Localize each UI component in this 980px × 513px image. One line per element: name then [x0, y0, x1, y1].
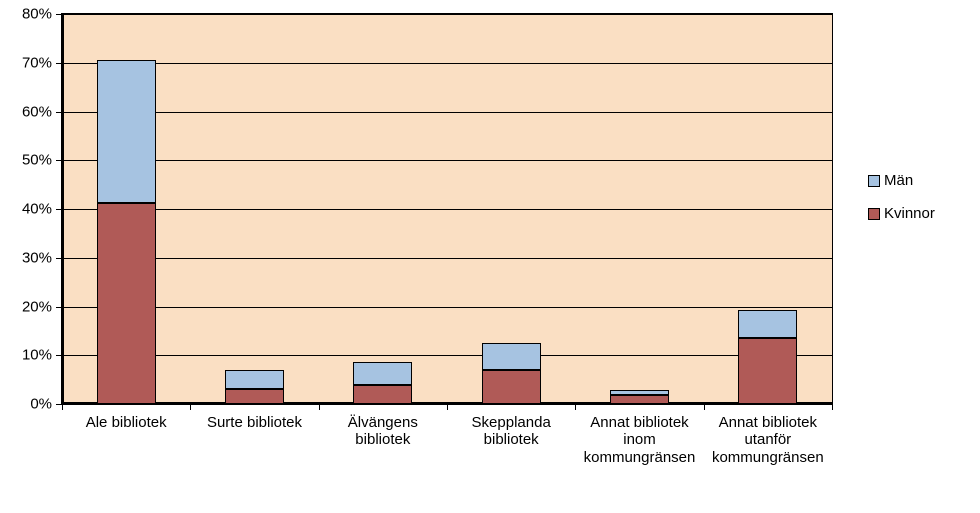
bar-segment [225, 389, 284, 404]
y-tick-mark [56, 307, 62, 308]
bar-group [225, 14, 284, 404]
bar-group [482, 14, 541, 404]
bar-segment [353, 385, 412, 404]
x-tick-label: Skepplanda bibliotek [447, 414, 575, 449]
legend-item: Män [868, 172, 935, 189]
bar-segment [225, 370, 284, 390]
y-tick-label: 30% [0, 249, 52, 266]
x-tick-mark [190, 404, 191, 410]
bar-segment [482, 370, 541, 404]
x-tick-label: Älvängens bibliotek [319, 414, 447, 449]
y-tick-label: 50% [0, 152, 52, 169]
y-tick-mark [56, 63, 62, 64]
y-tick-mark [56, 160, 62, 161]
legend-label: Kvinnor [884, 205, 935, 222]
y-tick-mark [56, 112, 62, 113]
gridline [62, 307, 832, 308]
x-tick-mark [319, 404, 320, 410]
bar-group [353, 14, 412, 404]
x-tick-mark [832, 404, 833, 410]
x-tick-mark [447, 404, 448, 410]
x-tick-mark [62, 404, 63, 410]
y-tick-label: 40% [0, 201, 52, 218]
chart-container: 0% 10% 20% 30% 40% 50% 60% 70% 80% Ale bibliotek… [0, 0, 980, 513]
gridline [62, 14, 832, 15]
bar-group [97, 14, 156, 404]
x-tick-label: Ale bibliotek [62, 414, 190, 431]
bar-segment [353, 362, 412, 385]
y-axis [62, 14, 64, 404]
legend-label: Män [884, 172, 913, 189]
y-tick-label: 60% [0, 103, 52, 120]
plot-area [62, 14, 832, 404]
bar-segment [97, 203, 156, 404]
bar-segment [97, 60, 156, 203]
bar-segment [610, 390, 669, 395]
y-tick-label: 20% [0, 298, 52, 315]
gridline [62, 355, 832, 356]
x-tick-label: Surte bibliotek [190, 414, 318, 431]
gridline [62, 63, 832, 64]
gridline [62, 160, 832, 161]
x-tick-mark [575, 404, 576, 410]
bar-segment [610, 395, 669, 404]
y-tick-mark [56, 14, 62, 15]
legend: Män Kvinnor [868, 172, 935, 238]
y-tick-mark [56, 209, 62, 210]
bar-segment [738, 310, 797, 338]
y-tick-label: 10% [0, 347, 52, 364]
y-tick-label: 70% [0, 54, 52, 71]
legend-swatch [868, 208, 880, 220]
legend-swatch [868, 175, 880, 187]
y-tick-mark [56, 355, 62, 356]
bar-group [738, 14, 797, 404]
y-tick-label: 80% [0, 6, 52, 23]
legend-item: Kvinnor [868, 205, 935, 222]
bar-segment [738, 338, 797, 404]
bar-group [610, 14, 669, 404]
x-tick-mark [704, 404, 705, 410]
gridline [62, 209, 832, 210]
bar-segment [482, 343, 541, 370]
x-tick-label: Annat bibliotek inom kommungränsen [575, 414, 703, 466]
y-tick-mark [56, 258, 62, 259]
y-tick-label: 0% [0, 396, 52, 413]
x-tick-label: Annat bibliotek utanför kommungränsen [704, 414, 832, 466]
gridline [62, 112, 832, 113]
gridline [62, 258, 832, 259]
